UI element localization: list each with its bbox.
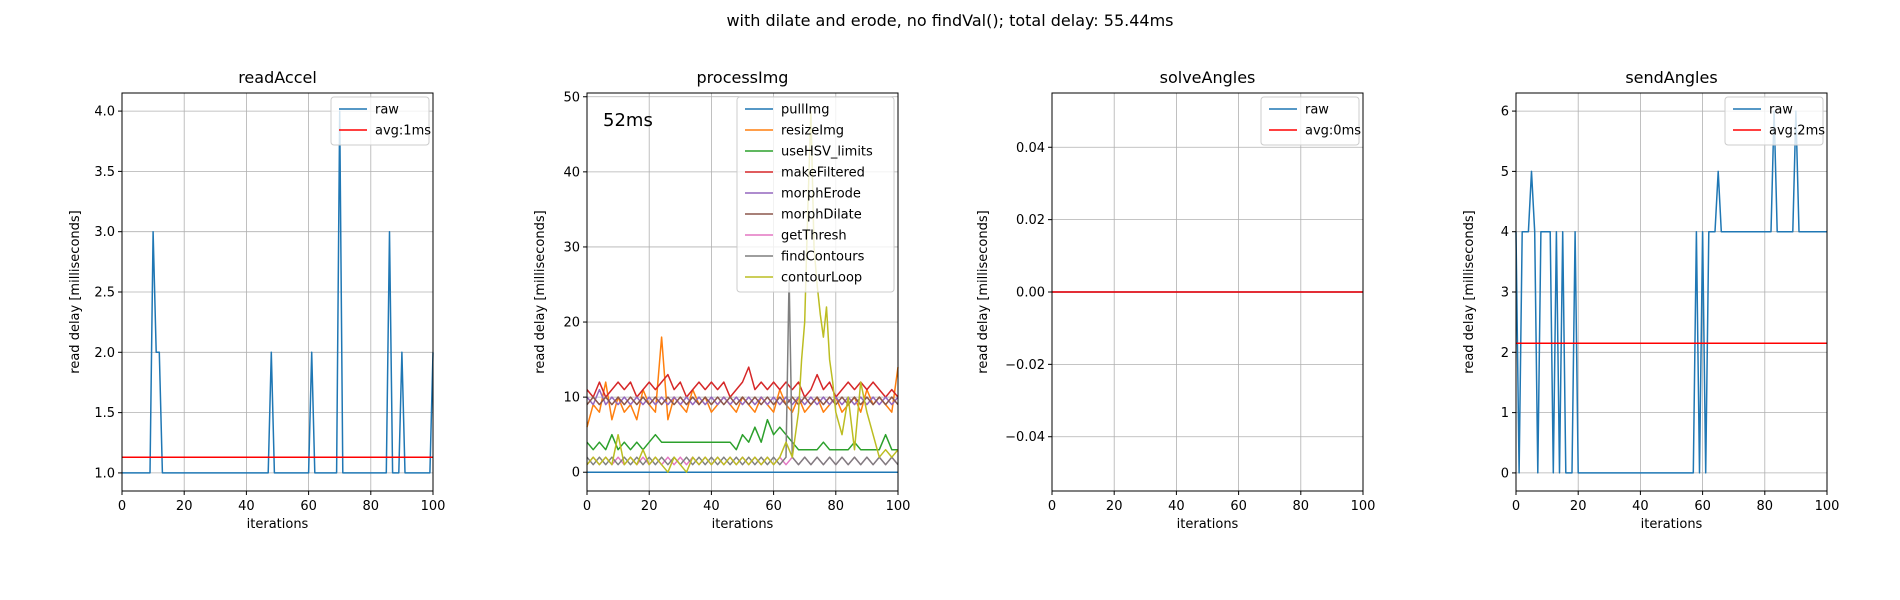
panel-processimg-legend-label-usehsv-limits: useHSV_limits (781, 145, 873, 160)
panel-processimg-xtick-label: 20 (641, 499, 658, 514)
panel-readaccel-ytick-label: 2.5 (94, 286, 115, 301)
panel-solveangles-xlabel: iterations (1177, 517, 1239, 532)
panel-readaccel-xtick-label: 100 (421, 499, 446, 514)
panel-readaccel-ylabel: read delay [milliseconds] (68, 210, 83, 373)
panel-processimg-legend-frame (736, 96, 895, 293)
panel-processimg-series-contourloop (586, 111, 899, 473)
panel-processimg-ytick-label: 20 (563, 316, 580, 331)
panel-readaccel-xtick-label: 20 (176, 499, 193, 514)
panel-sendangles-legend: raw avg:2ms (1724, 96, 1825, 146)
panel-processimg-series-morpherode (586, 388, 899, 406)
panel-processimg-legend-label-resizeimg: resizeImg (781, 124, 844, 139)
panel-processimg-ytick-label: 30 (563, 240, 580, 255)
panel-solveangles: 0 20 40 60 80 100 −0.04 −0.02 0.00 0.02 0.04 solveA… (976, 68, 1375, 532)
panel-sendangles-legend-label-avg-2ms: avg:2ms (1769, 124, 1825, 139)
panel-processimg-ytick-label: 50 (563, 90, 580, 105)
panel-sendangles-xtick-label: 100 (1815, 499, 1840, 514)
panel-sendangles-xtick-label: 80 (1757, 499, 1774, 514)
panel-readaccel-xtick-label: 0 (118, 499, 126, 514)
panel-readaccel-legend-label-raw: raw (375, 103, 399, 118)
panel-solveangles-ytick-label: 0.00 (1016, 286, 1045, 301)
panel-processimg-legend-label-morphdilate: morphDilate (781, 208, 862, 223)
panel-readaccel-ytick-label: 1.0 (94, 466, 115, 481)
panel-processimg-legend-label-findcontours: findContours (781, 250, 865, 265)
panel-solveangles-xtick-label: 40 (1168, 499, 1185, 514)
figure-title: with dilate and erode, no findVal(); tot… (726, 11, 1173, 30)
panel-solveangles-xtick-label: 0 (1048, 499, 1056, 514)
panel-solveangles-ytick-label: −0.04 (1005, 430, 1045, 445)
panel-processimg-ytick-label: 10 (563, 391, 580, 406)
panel-processimg-xtick-label: 100 (886, 499, 911, 514)
panel-sendangles-ytick-label: 1 (1501, 406, 1509, 421)
panel-processimg-legend-label-makefiltered: makeFiltered (781, 166, 865, 181)
panel-processimg-ylabel: read delay [milliseconds] (533, 210, 548, 373)
panel-sendangles-ytick-label: 5 (1501, 165, 1509, 180)
panel-solveangles-xtick-label: 20 (1106, 499, 1123, 514)
panel-sendangles-xtick-label: 20 (1570, 499, 1587, 514)
panel-processimg-xtick-label: 40 (703, 499, 720, 514)
panel-sendangles-ytick-label: 0 (1501, 466, 1509, 481)
panel-sendangles-ylabel: read delay [milliseconds] (1462, 210, 1477, 373)
panel-processimg-legend-label-pullimg: pullImg (781, 103, 829, 118)
panel-sendangles: 0 20 40 60 80 100 0 1 2 3 4 5 6 sendAngles iterations r… (1462, 68, 1839, 532)
panel-readaccel-ytick-label: 3.0 (94, 225, 115, 240)
panel-solveangles-ytick-label: 0.04 (1016, 141, 1045, 156)
panel-processimg-xtick-label: 80 (828, 499, 845, 514)
panel-processimg-ytick-label: 40 (563, 165, 580, 180)
panel-solveangles-xtick-label: 60 (1230, 499, 1247, 514)
panel-sendangles-ytick-label: 2 (1501, 346, 1509, 361)
panel-sendangles-xtick-label: 0 (1512, 499, 1520, 514)
panel-processimg: 0 20 40 60 80 100 0 10 20 30 40 50 processImg iterati… (533, 68, 910, 532)
panel-solveangles-legend-label-raw: raw (1305, 103, 1329, 118)
panel-solveangles-xtick-label: 80 (1293, 499, 1310, 514)
panel-processimg-legend-label-contourloop: contourLoop (781, 271, 862, 286)
panel-sendangles-ytick-label: 4 (1501, 225, 1509, 240)
panel-solveangles-title: solveAngles (1160, 68, 1256, 87)
panel-processimg-legend: pullImg resizeImg useHSV_limits makeFiltere… (736, 96, 895, 293)
panel-sendangles-ytick-label: 6 (1501, 105, 1509, 120)
panel-processimg-legend-label-getthresh: getThresh (781, 229, 847, 244)
panel-solveangles-ytick-label: 0.02 (1016, 213, 1045, 228)
panel-processimg-annotation: 52ms (603, 110, 653, 131)
panel-processimg-ytick-label: 0 (572, 466, 580, 481)
panel-processimg-legend-label-morpherode: morphErode (781, 187, 861, 202)
panel-readaccel-series-raw (122, 110, 434, 474)
panel-sendangles-xtick-label: 60 (1694, 499, 1711, 514)
panel-sendangles-legend-label-raw: raw (1769, 103, 1793, 118)
panel-readaccel-legend: raw avg:1ms (330, 96, 431, 146)
panel-solveangles-legend: raw avg:0ms (1260, 96, 1361, 146)
panel-processimg-title: processImg (697, 68, 789, 87)
panel-processimg-xlabel: iterations (712, 517, 774, 532)
panel-sendangles-xlabel: iterations (1641, 517, 1703, 532)
panel-solveangles-ytick-label: −0.02 (1005, 358, 1045, 373)
panel-processimg-xtick-label: 60 (765, 499, 782, 514)
panel-processimg-series-makefiltered (586, 366, 899, 398)
panel-solveangles-legend-label-avg-0ms: avg:0ms (1305, 124, 1361, 139)
panel-processimg-axes-frame (586, 92, 899, 492)
panel-readaccel-title: readAccel (238, 68, 317, 87)
panel-readaccel-xtick-label: 80 (363, 499, 380, 514)
panel-processimg-series-usehsv-limits (586, 418, 898, 451)
panel-sendangles-series-raw (1515, 110, 1827, 474)
panel-readaccel-legend-label-avg-1ms: avg:1ms (375, 124, 431, 139)
panel-readaccel-ytick-label: 4.0 (94, 105, 115, 120)
panel-readaccel-xtick-label: 60 (300, 499, 317, 514)
panel-solveangles-xtick-label: 100 (1351, 499, 1376, 514)
panel-readaccel-ytick-label: 1.5 (94, 406, 115, 421)
panel-solveangles-ylabel: read delay [milliseconds] (976, 210, 991, 373)
panel-sendangles-ytick-label: 3 (1501, 286, 1509, 301)
panel-processimg-xtick-label: 0 (583, 499, 591, 514)
panel-readaccel-ytick-label: 2.0 (94, 346, 115, 361)
panel-sendangles-title: sendAngles (1625, 68, 1717, 87)
panel-readaccel-xtick-label: 40 (238, 499, 255, 514)
panel-readaccel-ytick-label: 3.5 (94, 165, 115, 180)
panel-sendangles-xtick-label: 40 (1632, 499, 1649, 514)
panel-processimg-series-morphdilate (586, 396, 899, 406)
panel-readaccel: 0 20 40 60 80 100 1.0 1.5 2.0 2.5 3.0 3.5 4.0 readAcc… (68, 68, 445, 532)
panel-readaccel-xlabel: iterations (247, 517, 309, 532)
